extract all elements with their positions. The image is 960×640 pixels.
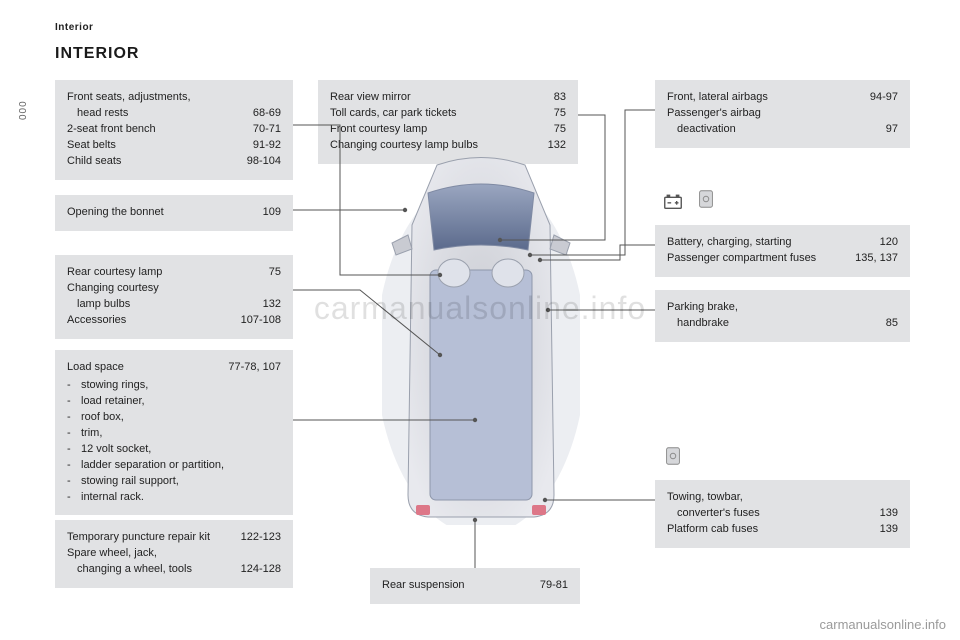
box-rear-view-mirror: Rear view mirror83Toll cards, car park t… <box>318 80 578 164</box>
box-seats: Front seats, adjustments,head rests68-69… <box>55 80 293 180</box>
box-airbags: Front, lateral airbags94-97Passenger's a… <box>655 80 910 148</box>
page-number-side: 000 <box>18 100 29 120</box>
box-rear-suspension: Rear suspension79-81 <box>370 568 580 604</box>
battery-icon <box>662 190 684 212</box>
car-top-view <box>382 155 580 525</box>
fuse-icon <box>662 445 684 467</box>
box-rear-courtesy-lamp: Rear courtesy lamp75Changing courtesylam… <box>55 255 293 339</box>
box-battery: Battery, charging, starting120Passenger … <box>655 225 910 277</box>
section-tab: Interior <box>55 22 93 33</box>
footer-url: carmanualsonline.info <box>820 617 946 632</box>
box-puncture-kit: Temporary puncture repair kit122-123Spar… <box>55 520 293 588</box>
section-title: INTERIOR <box>55 45 139 63</box>
box-load-space: Load space77-78, 107-stowing rings,-load… <box>55 350 293 515</box>
box-towing: Towing, towbar,converter's fuses139Platf… <box>655 480 910 548</box>
box-bonnet: Opening the bonnet109 <box>55 195 293 231</box>
fuse-icon <box>695 188 717 210</box>
box-parking-brake: Parking brake,handbrake85 <box>655 290 910 342</box>
